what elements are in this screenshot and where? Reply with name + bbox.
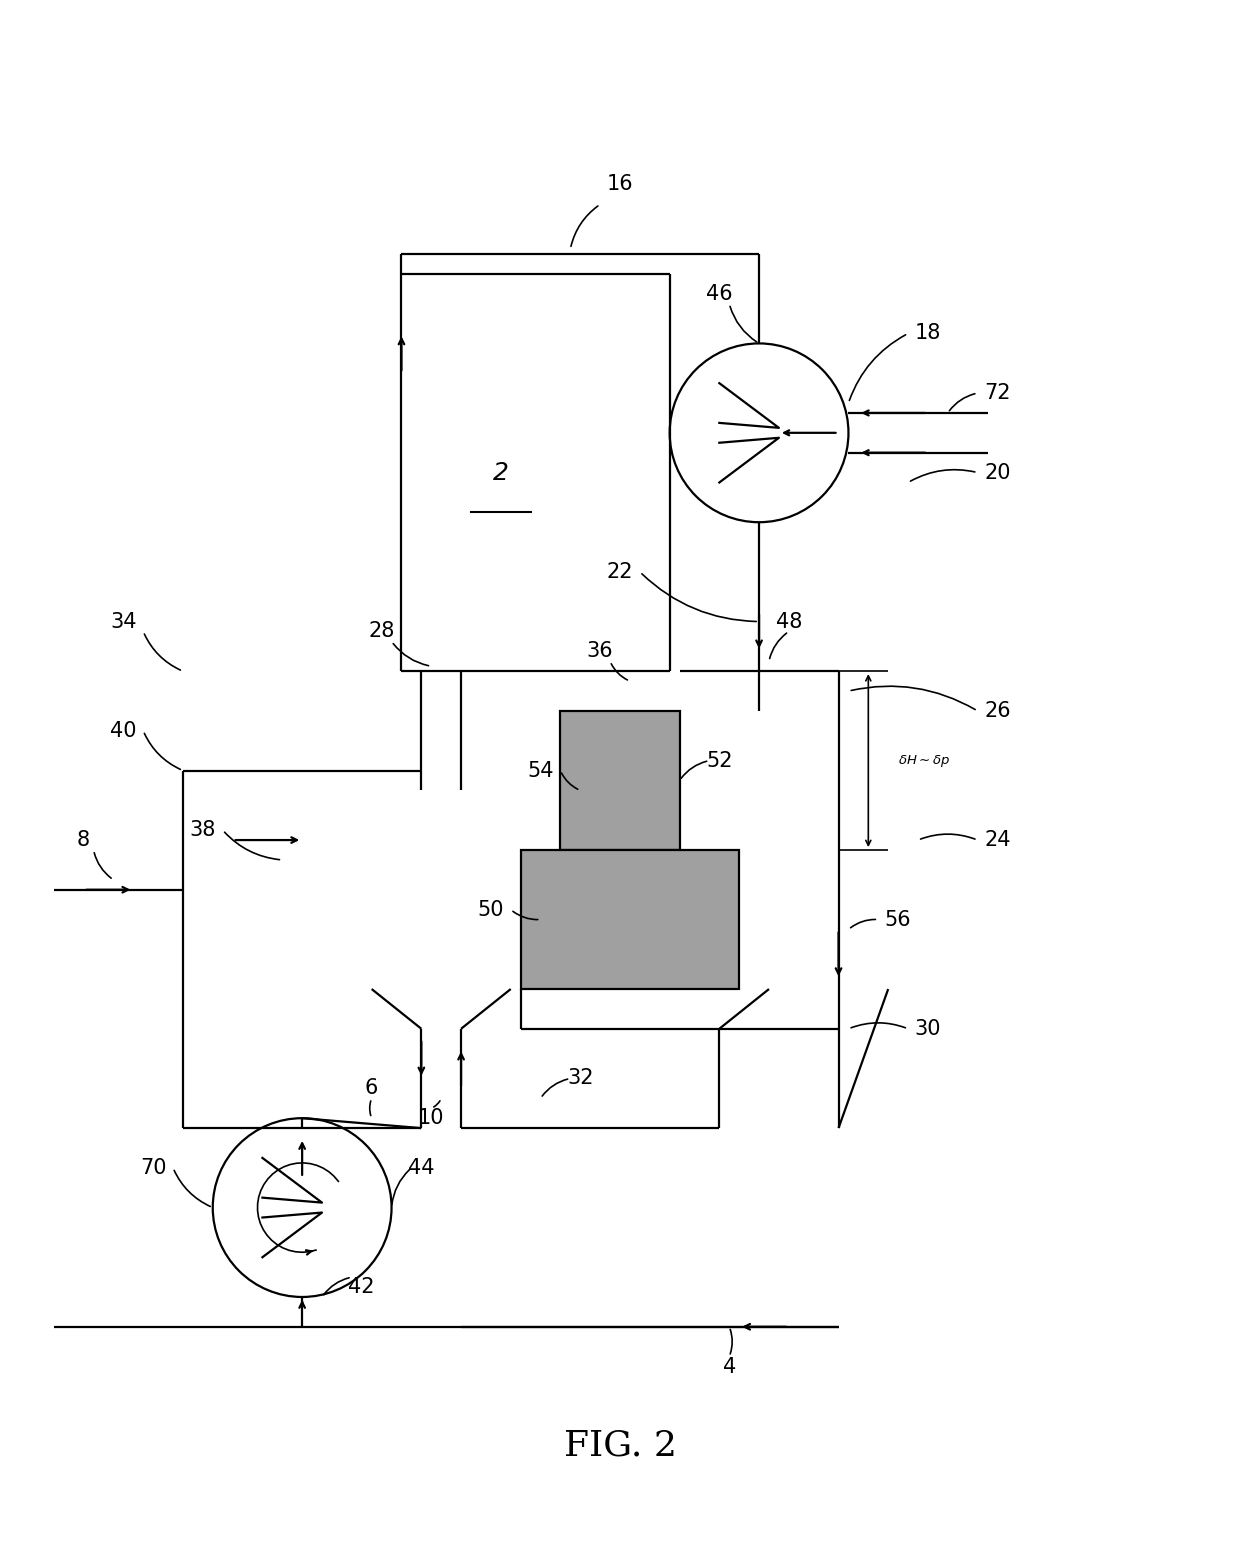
Text: $\delta H \sim \delta p$: $\delta H \sim \delta p$ [898, 752, 950, 769]
Text: 46: 46 [706, 284, 733, 304]
Text: 36: 36 [587, 642, 614, 661]
Text: 44: 44 [408, 1159, 434, 1177]
Text: 34: 34 [110, 611, 136, 631]
Text: 42: 42 [348, 1276, 374, 1297]
Text: 18: 18 [915, 324, 941, 343]
Text: 28: 28 [368, 622, 394, 642]
Text: 72: 72 [985, 383, 1011, 403]
Text: FIG. 2: FIG. 2 [563, 1428, 677, 1463]
Text: 32: 32 [567, 1069, 594, 1089]
Text: 54: 54 [527, 760, 554, 780]
Text: 70: 70 [140, 1159, 166, 1177]
Bar [521, 850, 739, 990]
Text: 2: 2 [492, 461, 508, 484]
Text: 56: 56 [885, 909, 911, 929]
Text: 22: 22 [606, 561, 634, 582]
Text: 24: 24 [985, 830, 1011, 850]
Text: 6: 6 [365, 1078, 378, 1098]
Text: 30: 30 [915, 1019, 941, 1039]
Text: 26: 26 [985, 701, 1011, 721]
Text: 48: 48 [776, 611, 802, 631]
Text: 38: 38 [190, 820, 216, 841]
Text: 52: 52 [706, 751, 733, 771]
Text: 4: 4 [723, 1357, 735, 1376]
Text: 20: 20 [985, 462, 1011, 482]
Bar [560, 710, 680, 850]
Text: 50: 50 [477, 900, 505, 920]
Text: 8: 8 [77, 830, 91, 850]
Text: 40: 40 [110, 721, 136, 741]
Text: 16: 16 [606, 175, 634, 194]
Text: 10: 10 [418, 1107, 444, 1128]
